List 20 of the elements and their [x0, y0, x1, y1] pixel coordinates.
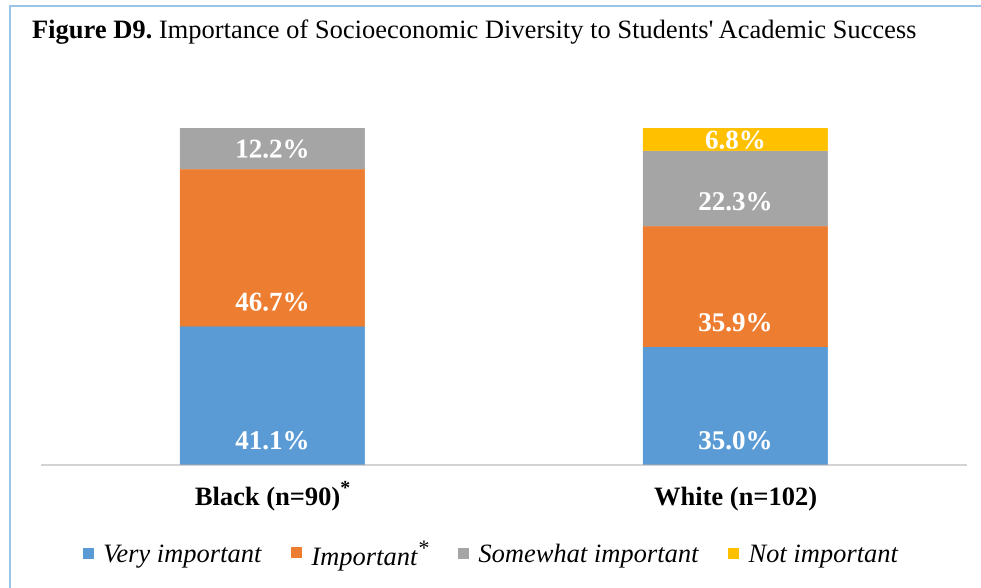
bar: [180, 128, 365, 170]
x-tick-label: White (n=102): [654, 481, 818, 511]
legend-label: Somewhat important: [478, 538, 698, 568]
data-label: 35.9%: [698, 307, 773, 338]
legend-label: Not important: [748, 538, 898, 568]
data-label: 12.2%: [235, 134, 310, 164]
data-label: 41.1%: [235, 425, 310, 455]
data-label: 35.0%: [698, 425, 773, 455]
bar: [642, 226, 828, 348]
legend-label: Very important: [103, 538, 262, 568]
legend-label: Important$^{*}$: [311, 534, 428, 572]
bar: [642, 150, 828, 226]
data-label: 6.8%: [705, 124, 766, 154]
x-tick-label: Black (n=90)$^{*}$: [194, 477, 350, 511]
chart-title: Figure D9. Importance of Socioeconomic Diversity to Students' Academic Success: [32, 14, 916, 44]
bar: [642, 347, 828, 465]
bar: [180, 326, 365, 465]
bar: [180, 169, 365, 326]
data-label: 46.7%: [235, 286, 310, 316]
data-label: 22.3%: [698, 186, 773, 216]
